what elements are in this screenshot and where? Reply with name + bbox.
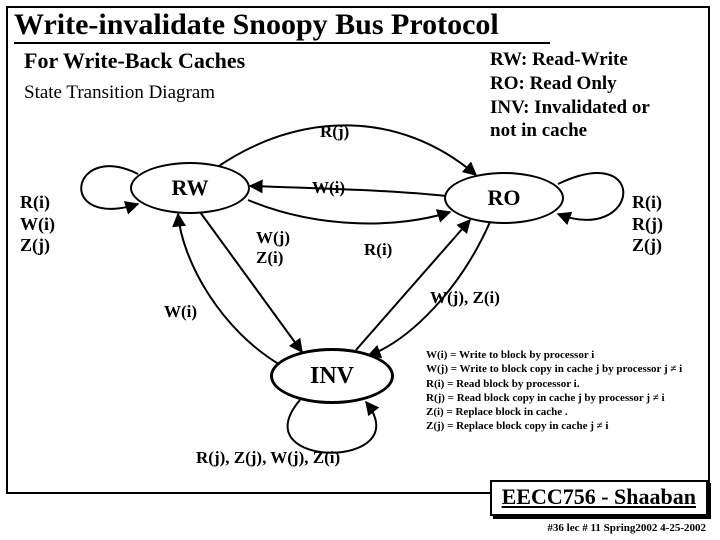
node-ro: RO (444, 172, 564, 224)
edge-label-wj-zi2: W(j), Z(i) (430, 288, 500, 308)
edge-label-inv-self: R(j), Z(j), W(j), Z(i) (196, 448, 340, 468)
edge-label-rj: R(j) (320, 122, 349, 142)
edges-svg (0, 0, 720, 540)
node-inv: INV (270, 348, 394, 404)
edge-label-wj-zi: W(j) Z(i) (256, 228, 290, 267)
edge-label-wi-left: W(i) (164, 302, 197, 322)
edge-label-wi-mid: W(i) (312, 178, 345, 198)
node-rw: RW (130, 162, 250, 214)
edge-label-ri: R(i) (364, 240, 392, 260)
